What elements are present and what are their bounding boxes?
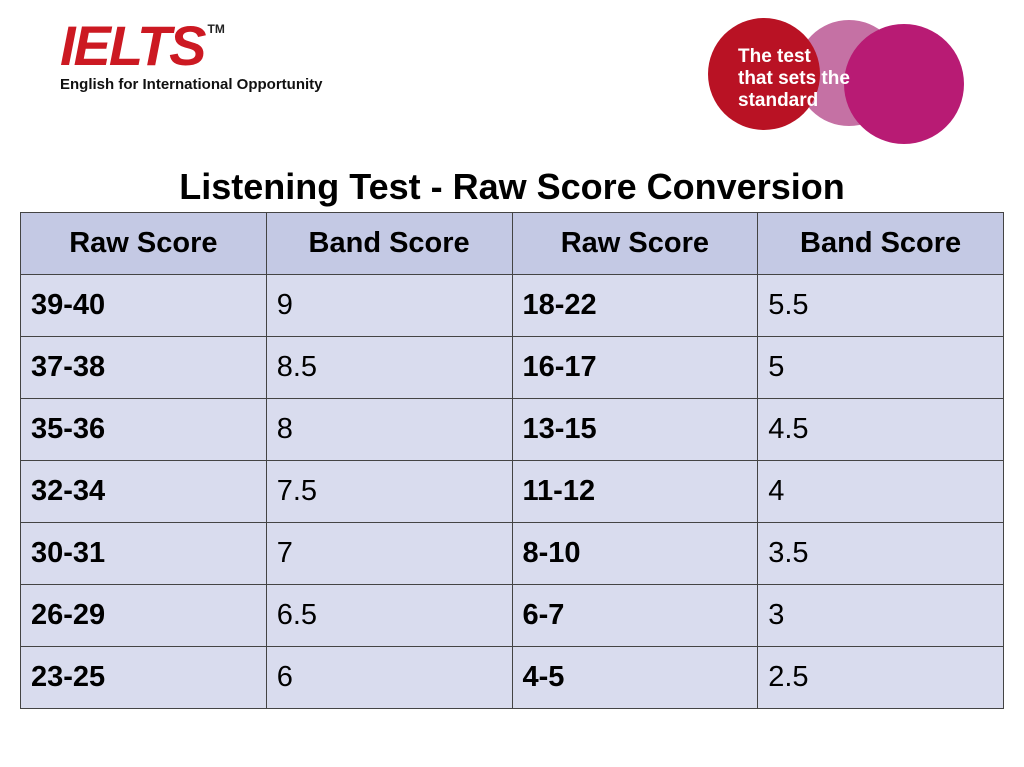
cell-raw: 6-7 bbox=[512, 585, 758, 647]
cell-raw: 35-36 bbox=[21, 399, 267, 461]
badge-line3: standard bbox=[738, 90, 850, 112]
badge-line2: that sets the bbox=[738, 68, 850, 90]
badge-graphic: The test that sets the standard bbox=[704, 18, 964, 148]
logo-tagline: English for International Opportunity bbox=[60, 76, 323, 93]
cell-band: 9 bbox=[266, 275, 512, 337]
cell-band: 4.5 bbox=[758, 399, 1004, 461]
cell-band: 4 bbox=[758, 461, 1004, 523]
cell-raw: 16-17 bbox=[512, 337, 758, 399]
logo-tm: TM bbox=[208, 22, 225, 36]
table-row: 23-2564-52.5 bbox=[21, 647, 1004, 709]
cell-raw: 30-31 bbox=[21, 523, 267, 585]
cell-raw: 18-22 bbox=[512, 275, 758, 337]
ielts-logo: IELTS TM English for International Oppor… bbox=[60, 18, 323, 93]
cell-band: 5 bbox=[758, 337, 1004, 399]
cell-band: 5.5 bbox=[758, 275, 1004, 337]
table-row: 37-388.516-175 bbox=[21, 337, 1004, 399]
table-row: 35-36813-154.5 bbox=[21, 399, 1004, 461]
cell-raw: 4-5 bbox=[512, 647, 758, 709]
header: IELTS TM English for International Oppor… bbox=[0, 0, 1024, 148]
table-header-row: Raw Score Band Score Raw Score Band Scor… bbox=[21, 213, 1004, 275]
table-body: 39-40918-225.537-388.516-17535-36813-154… bbox=[21, 275, 1004, 709]
col-band-1: Band Score bbox=[266, 213, 512, 275]
cell-band: 3.5 bbox=[758, 523, 1004, 585]
table-row: 26-296.56-73 bbox=[21, 585, 1004, 647]
page-title: Listening Test - Raw Score Conversion bbox=[0, 166, 1024, 208]
cell-band: 3 bbox=[758, 585, 1004, 647]
logo-text-row: IELTS TM bbox=[60, 18, 323, 74]
table-row: 30-3178-103.5 bbox=[21, 523, 1004, 585]
cell-band: 6 bbox=[266, 647, 512, 709]
cell-raw: 23-25 bbox=[21, 647, 267, 709]
cell-band: 8 bbox=[266, 399, 512, 461]
cell-band: 2.5 bbox=[758, 647, 1004, 709]
cell-band: 7.5 bbox=[266, 461, 512, 523]
table-row: 39-40918-225.5 bbox=[21, 275, 1004, 337]
cell-band: 8.5 bbox=[266, 337, 512, 399]
cell-raw: 26-29 bbox=[21, 585, 267, 647]
badge-circle-right bbox=[844, 24, 964, 144]
col-band-2: Band Score bbox=[758, 213, 1004, 275]
badge-line1: The test bbox=[738, 46, 850, 68]
badge-text: The test that sets the standard bbox=[738, 46, 850, 112]
cell-raw: 11-12 bbox=[512, 461, 758, 523]
cell-band: 6.5 bbox=[266, 585, 512, 647]
cell-raw: 32-34 bbox=[21, 461, 267, 523]
col-raw-2: Raw Score bbox=[512, 213, 758, 275]
logo-word: IELTS bbox=[60, 18, 205, 74]
table-row: 32-347.511-124 bbox=[21, 461, 1004, 523]
cell-raw: 39-40 bbox=[21, 275, 267, 337]
table-container: Raw Score Band Score Raw Score Band Scor… bbox=[0, 212, 1024, 709]
cell-raw: 8-10 bbox=[512, 523, 758, 585]
cell-raw: 37-38 bbox=[21, 337, 267, 399]
cell-band: 7 bbox=[266, 523, 512, 585]
cell-raw: 13-15 bbox=[512, 399, 758, 461]
score-table: Raw Score Band Score Raw Score Band Scor… bbox=[20, 212, 1004, 709]
col-raw-1: Raw Score bbox=[21, 213, 267, 275]
